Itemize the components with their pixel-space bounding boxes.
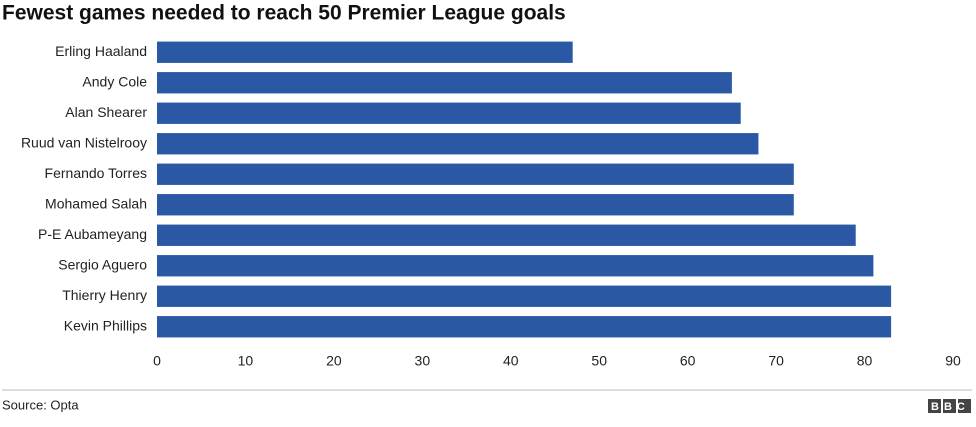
logo: BBC [928, 399, 971, 413]
logo-box [928, 399, 941, 413]
bar [157, 194, 794, 216]
y-tick-label: Sergio Aguero [58, 256, 147, 272]
y-tick-label: P-E Aubameyang [38, 226, 147, 242]
y-tick-label: Fernando Torres [45, 165, 147, 181]
x-tick-label: 80 [857, 353, 873, 369]
source: Source: Opta [2, 397, 79, 412]
bar [157, 72, 732, 94]
logo-box [943, 399, 956, 413]
bar [157, 255, 874, 277]
bar [157, 224, 856, 246]
bar [157, 133, 759, 155]
bar [157, 102, 741, 124]
chart-title: Fewest games needed to reach 50 Premier … [2, 2, 566, 25]
x-tick-label: 20 [326, 353, 342, 369]
logo-text: BBC [931, 401, 970, 413]
bar [157, 41, 573, 63]
x-tick-label: 10 [238, 353, 254, 369]
y-tick-label: Andy Cole [82, 73, 147, 89]
x-tick-label: 50 [591, 353, 607, 369]
bar [157, 285, 892, 307]
y-tick-label: Thierry Henry [62, 287, 147, 303]
y-tick-label: Kevin Phillips [64, 317, 147, 333]
x-tick-label: 60 [680, 353, 696, 369]
x-tick-label: 90 [945, 353, 961, 369]
x-tick-label: 0 [153, 353, 161, 369]
x-tick-label: 30 [415, 353, 431, 369]
y-tick-label: Ruud van Nistelrooy [21, 134, 147, 150]
bar [157, 316, 892, 338]
x-tick-label: 70 [768, 353, 784, 369]
y-tick-label: Mohamed Salah [45, 195, 147, 211]
x-tick-label: 40 [503, 353, 519, 369]
bar [157, 163, 794, 185]
y-tick-label: Alan Shearer [65, 104, 147, 120]
y-tick-label: Erling Haaland [55, 43, 147, 59]
logo-box [958, 399, 971, 413]
